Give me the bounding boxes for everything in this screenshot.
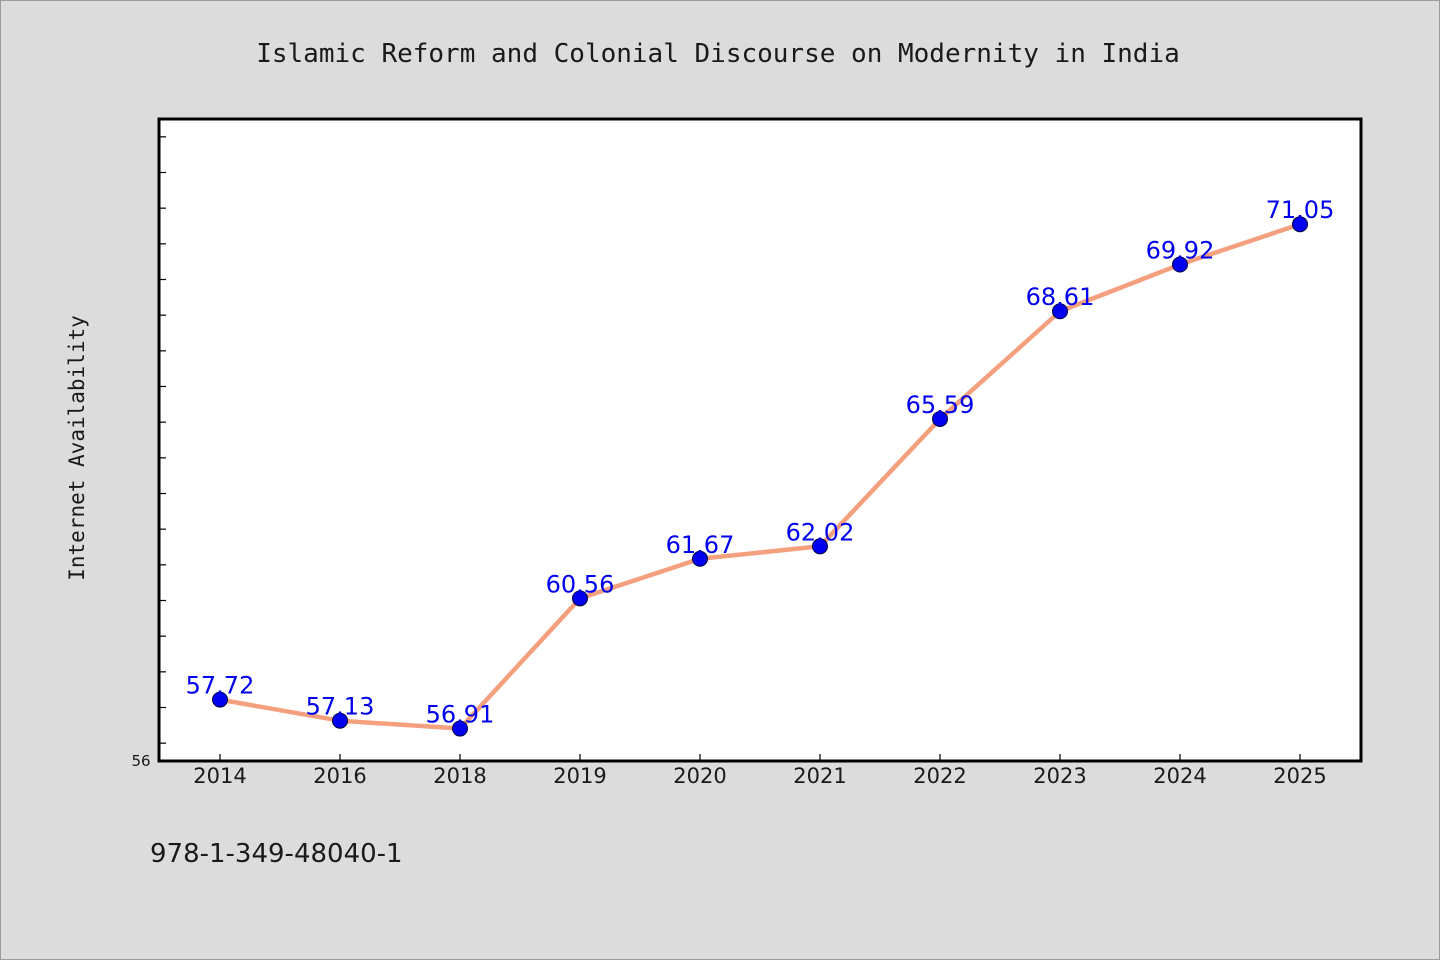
data-point-2020 (692, 550, 708, 567)
data-label-2016: 57.13 (306, 693, 375, 721)
data-point-2022 (932, 410, 948, 427)
x-tick-label: 2014 (193, 764, 246, 788)
x-tick-label: 2024 (1153, 764, 1206, 788)
data-point-2019 (572, 590, 588, 607)
data-point-2016 (332, 712, 348, 729)
data-label-2021: 62.02 (786, 518, 855, 546)
y-axis-ticks (159, 136, 166, 744)
data-label-2018: 56.91 (426, 701, 495, 729)
x-tick-label: 2025 (1273, 764, 1326, 788)
data-label-2025: 71.05 (1266, 196, 1335, 224)
data-markers (212, 216, 1308, 737)
data-point-2025 (1292, 216, 1308, 233)
data-label-2023: 68.61 (1026, 283, 1095, 311)
data-point-2024 (1172, 256, 1188, 273)
data-label-2024: 69.92 (1146, 237, 1215, 265)
x-tick-label: 2020 (673, 764, 726, 788)
data-label-2022: 65.59 (906, 391, 975, 419)
data-point-2014 (212, 691, 228, 708)
x-tick-label: 2021 (793, 764, 846, 788)
y-tick-label-min: 56 (131, 752, 150, 770)
x-tick-label: 2018 (433, 764, 486, 788)
data-point-2023 (1052, 303, 1068, 320)
data-label-2020: 61.67 (666, 531, 735, 559)
x-tick-label: 2019 (553, 764, 606, 788)
data-labels: 57.72 57.13 56.91 60.56 61.67 62.02 65.59 68.61… (186, 196, 1335, 728)
data-label-2014: 57.72 (186, 672, 255, 700)
x-tick-label: 2022 (913, 764, 966, 788)
data-label-2019: 60.56 (546, 570, 615, 598)
footer-isbn: 978-1-349-48040-1 (150, 839, 403, 869)
chart-title: Islamic Reform and Colonial Discourse on… (256, 39, 1180, 69)
plot-area (157, 117, 1363, 763)
x-tick-label: 2023 (1033, 764, 1086, 788)
series-line (217, 221, 1303, 731)
x-tick-label: 2016 (313, 764, 366, 788)
y-axis-label: Internet Availability (65, 315, 89, 581)
data-point-2021 (812, 538, 828, 555)
x-axis-tick-labels: 2014 2016 2018 2019 2020 2021 2022 2023 2024 2025 (193, 754, 1327, 788)
data-point-2018 (452, 720, 468, 737)
